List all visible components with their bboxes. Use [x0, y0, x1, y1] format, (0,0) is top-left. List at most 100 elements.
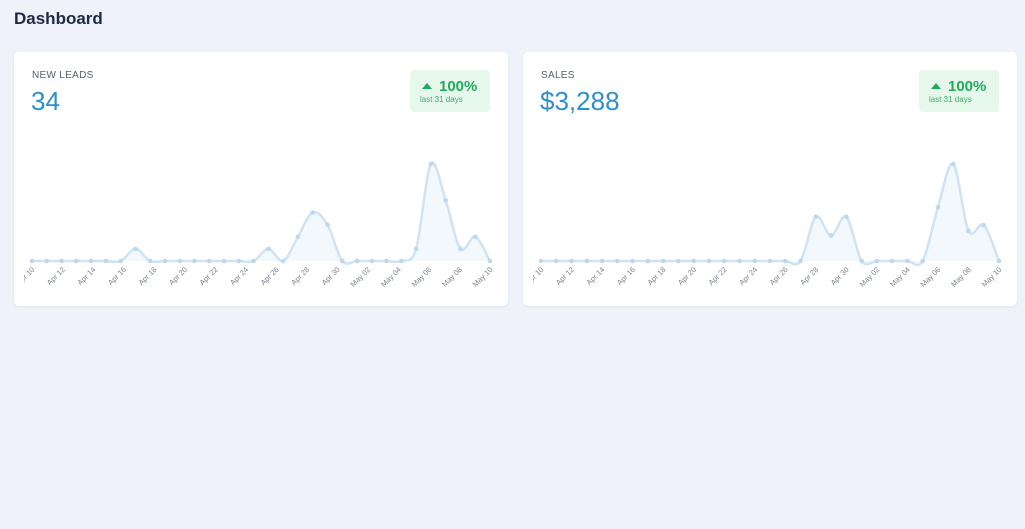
data-point: [280, 258, 286, 264]
data-point: [399, 258, 404, 264]
data-point: [206, 258, 212, 264]
x-tick-label: Apr 26: [259, 265, 281, 287]
data-point: [236, 258, 242, 264]
data-point: [737, 258, 742, 264]
x-tick-label: Apr 22: [198, 265, 220, 287]
data-point: [295, 234, 301, 240]
data-point: [538, 258, 544, 264]
x-tick-label: Apr 30: [829, 265, 851, 287]
x-tick-label: Apr 20: [676, 265, 698, 287]
trend-badge: 100% last 31 days: [919, 70, 999, 112]
x-tick-label: Apr 28: [289, 265, 311, 287]
x-tick-label: Apr 10: [533, 265, 545, 287]
x-tick-label: Apr 12: [45, 265, 67, 287]
data-point: [859, 258, 864, 264]
data-point: [221, 258, 227, 264]
data-point: [874, 258, 880, 264]
data-point: [706, 258, 712, 264]
trend-period: last 31 days: [929, 95, 972, 104]
x-tick-label: May 10: [980, 265, 1004, 289]
data-point: [844, 214, 849, 220]
x-tick-label: Apr 12: [554, 265, 576, 287]
trend-period: last 31 days: [420, 95, 463, 104]
trend-percent: 100%: [948, 78, 987, 95]
data-point: [251, 258, 256, 264]
data-point: [920, 258, 925, 264]
data-point: [935, 205, 941, 210]
data-point: [691, 258, 696, 264]
card-value: $3,288: [540, 86, 620, 116]
data-point: [310, 210, 316, 215]
data-point: [645, 258, 651, 264]
x-tick-label: May 08: [949, 265, 973, 289]
data-point: [966, 228, 971, 234]
x-tick-label: Apr 10: [24, 265, 36, 287]
sales-card: SALES $3,288 100% last 31 days Apr 10 Apr…: [523, 52, 1017, 306]
x-tick-label: May 02: [858, 265, 882, 289]
x-tick-label: Apr 22: [707, 265, 729, 287]
data-point: [630, 258, 635, 264]
data-point: [905, 258, 910, 264]
x-tick-label: May 06: [410, 265, 434, 289]
data-point: [192, 258, 197, 264]
data-point: [369, 258, 375, 264]
data-point: [950, 161, 956, 167]
data-point: [59, 258, 64, 264]
data-point: [29, 258, 35, 264]
data-point: [44, 258, 50, 264]
x-tick-label: Apr 16: [106, 265, 128, 287]
data-point: [339, 258, 345, 264]
data-point: [266, 246, 271, 252]
x-tick-label: Apr 24: [228, 265, 250, 287]
x-tick-label: Apr 24: [737, 265, 759, 287]
data-point: [177, 258, 183, 264]
x-tick-label: May 10: [471, 265, 495, 289]
x-tick-label: May 08: [440, 265, 464, 289]
data-point: [74, 258, 79, 264]
new-leads-chart: Apr 10 Apr 12 Apr 14 Apr 16 Apr 18 Apr 20 Apr …: [24, 161, 495, 289]
data-point: [413, 246, 419, 252]
data-point: [88, 258, 94, 264]
data-point: [752, 258, 758, 264]
data-point: [472, 234, 478, 240]
data-point: [162, 258, 168, 264]
data-point: [798, 258, 803, 264]
data-point: [118, 258, 123, 264]
series-area: [541, 163, 999, 265]
card-label: NEW LEADS: [32, 70, 94, 81]
x-tick-label: Apr 20: [167, 265, 189, 287]
data-point: [599, 258, 605, 264]
x-tick-label: Apr 26: [768, 265, 790, 287]
data-point: [147, 258, 153, 264]
series-area: [32, 162, 490, 264]
data-point: [354, 258, 360, 264]
data-point: [384, 258, 389, 264]
data-point: [813, 214, 819, 220]
data-point: [443, 198, 448, 203]
x-tick-label: Apr 28: [798, 265, 820, 287]
x-tick-label: Apr 18: [137, 265, 159, 287]
data-point: [782, 258, 788, 264]
data-point: [615, 258, 620, 264]
x-tick-label: May 02: [349, 265, 373, 289]
data-point: [981, 222, 987, 228]
data-point: [660, 258, 666, 264]
data-point: [996, 258, 1002, 264]
data-point: [487, 258, 493, 264]
data-point: [458, 246, 463, 252]
data-point: [721, 258, 727, 264]
data-point: [553, 258, 559, 264]
data-point: [828, 233, 834, 238]
trend-percent: 100%: [439, 78, 478, 95]
data-point: [428, 161, 434, 167]
x-tick-label: May 06: [919, 265, 943, 289]
trend-badge: 100% last 31 days: [410, 70, 490, 112]
x-tick-label: Apr 30: [320, 265, 342, 287]
x-tick-label: Apr 18: [646, 265, 668, 287]
data-point: [584, 258, 590, 264]
data-point: [325, 222, 330, 227]
data-point: [103, 258, 109, 264]
x-tick-label: May 04: [379, 265, 403, 289]
arrow-up-icon: [931, 83, 941, 89]
